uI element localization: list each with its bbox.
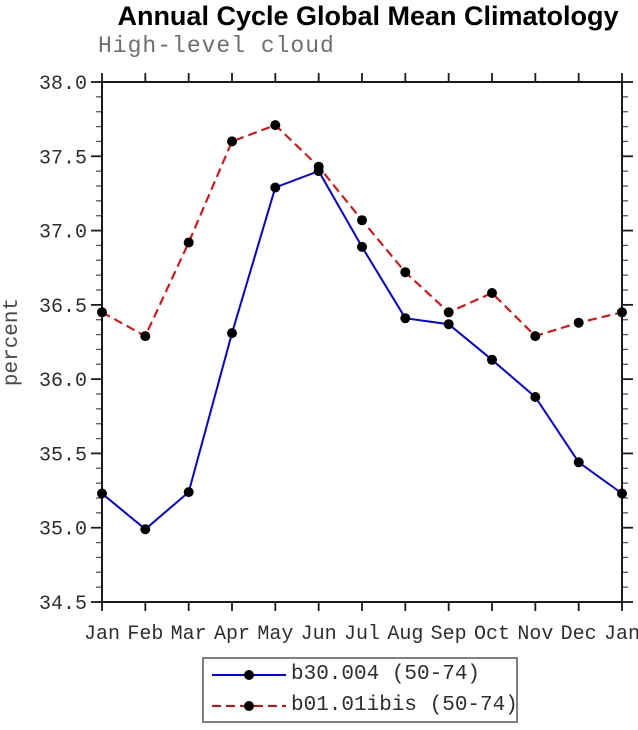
x-tick-label: Jun bbox=[301, 623, 337, 646]
y-tick-label: 36.5 bbox=[39, 296, 87, 319]
data-point-marker bbox=[400, 313, 411, 324]
x-tick-label: Jan bbox=[604, 623, 638, 646]
legend-marker-dot-icon bbox=[244, 669, 254, 680]
data-point-marker bbox=[357, 241, 367, 252]
data-point-marker bbox=[443, 319, 454, 330]
data-point-marker bbox=[183, 237, 194, 248]
data-point-marker bbox=[443, 307, 454, 318]
legend-marker-dot-icon bbox=[244, 700, 254, 711]
y-tick-label: 36.0 bbox=[39, 370, 87, 393]
series-line-b01.01ibis bbox=[101, 123, 623, 338]
legend-label-b01-01ibis: b01.01ibis (50-74) bbox=[291, 694, 518, 717]
data-point-marker bbox=[487, 288, 497, 298]
legend-line-sample-dashed bbox=[212, 700, 286, 711]
data-point-marker bbox=[97, 488, 107, 499]
x-tick-label: Apr bbox=[214, 623, 250, 646]
legend-entry-b01-01ibis: b01.01ibis (50-74) bbox=[209, 690, 518, 721]
x-tick-label: Sep bbox=[431, 623, 467, 646]
data-point-marker bbox=[530, 392, 541, 402]
x-tick-label: Oct bbox=[474, 623, 510, 646]
chart-subtitle: High-level cloud bbox=[98, 33, 335, 59]
x-tick-label: Aug bbox=[387, 623, 423, 646]
x-tick-label: Jan bbox=[84, 623, 120, 646]
y-tick-label: 37.0 bbox=[39, 222, 87, 245]
data-point-marker bbox=[270, 182, 281, 193]
x-tick-label: Feb bbox=[127, 623, 163, 646]
data-point-marker bbox=[573, 317, 584, 328]
data-point-marker bbox=[140, 524, 151, 535]
data-point-marker bbox=[530, 331, 541, 342]
y-axis: 34.5 35.0 35.5 36.0 36.5 37.0 37.5 38.0 bbox=[39, 73, 633, 616]
data-point-marker bbox=[227, 136, 237, 147]
x-tick-label: May bbox=[257, 623, 293, 646]
data-point-marker bbox=[400, 267, 411, 278]
chart-title: Annual Cycle Global Mean Climatology bbox=[117, 1, 619, 31]
data-point-marker bbox=[357, 215, 367, 226]
x-tick-label: Dec bbox=[561, 623, 597, 646]
data-point-marker bbox=[313, 161, 324, 172]
data-point-marker bbox=[140, 331, 151, 342]
y-tick-label: 38.0 bbox=[39, 73, 87, 96]
data-point-marker bbox=[617, 488, 627, 499]
y-axis-title: percent bbox=[1, 298, 24, 386]
x-tick-label: Nov bbox=[517, 623, 553, 646]
data-point-marker bbox=[270, 120, 281, 131]
y-tick-label: 35.5 bbox=[39, 444, 87, 467]
data-point-marker bbox=[617, 307, 627, 318]
y-tick-label: 37.5 bbox=[39, 147, 87, 170]
x-axis: Jan Feb Mar Apr May Jun Jul Aug Sep Oct Nov Dec Jan bbox=[84, 73, 638, 646]
x-tick-label: Jul bbox=[344, 623, 380, 646]
legend-label-b30-004: b30.004 (50-74) bbox=[291, 663, 481, 686]
data-point-marker bbox=[227, 328, 237, 339]
legend-line-sample-solid bbox=[212, 669, 286, 680]
legend-entry-b30-004: b30.004 (50-74) bbox=[209, 659, 516, 690]
legend-box: b30.004 (50-74) b01.01ibis (50-74) bbox=[202, 657, 518, 723]
data-point-marker bbox=[573, 457, 584, 468]
y-tick-label: 34.5 bbox=[39, 593, 87, 616]
data-point-marker bbox=[183, 487, 194, 498]
y-tick-label: 35.0 bbox=[39, 519, 87, 542]
x-tick-label: Mar bbox=[171, 623, 207, 646]
data-point-marker bbox=[97, 307, 107, 318]
data-point-marker bbox=[487, 354, 497, 365]
plot-frame bbox=[101, 81, 623, 603]
series-lines bbox=[101, 123, 623, 531]
series-markers bbox=[97, 120, 627, 535]
